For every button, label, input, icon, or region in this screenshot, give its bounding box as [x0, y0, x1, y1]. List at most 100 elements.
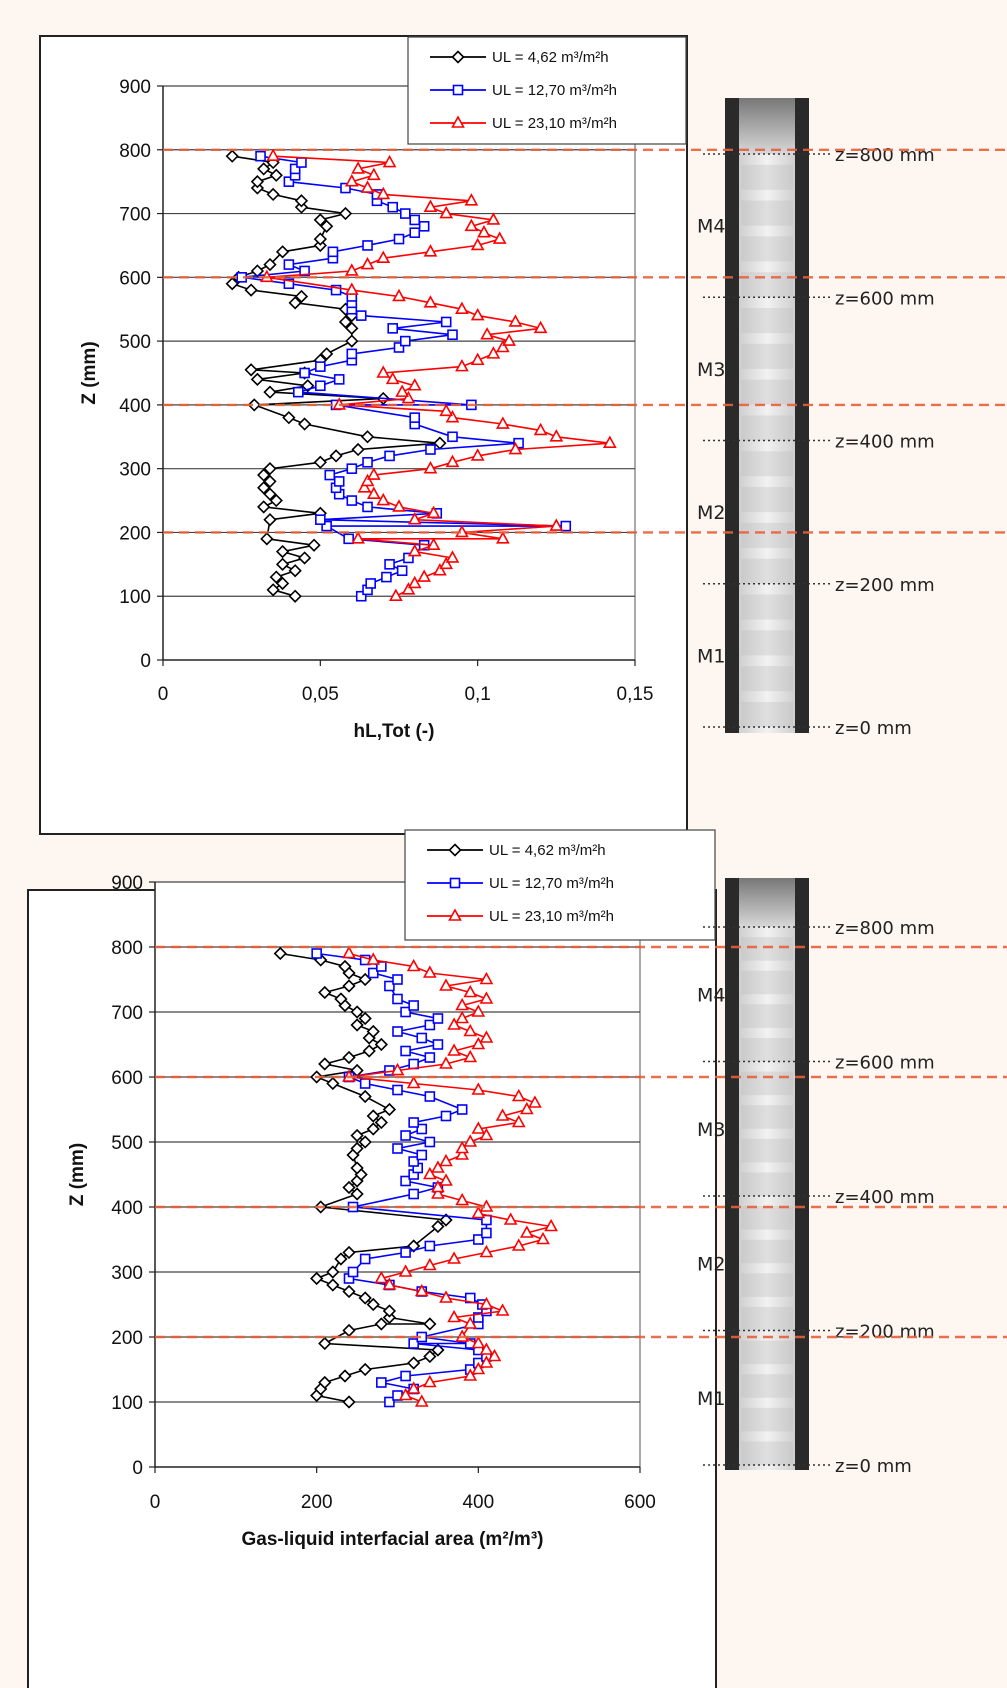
legend-entry: UL = 23,10 m³/m²h	[492, 115, 617, 132]
module-label: M1	[697, 645, 725, 667]
data-point	[250, 175, 265, 189]
data-point	[382, 1277, 397, 1290]
y-tick-label: 200	[119, 523, 151, 544]
data-point	[333, 476, 345, 487]
series-2	[236, 150, 572, 602]
data-point	[367, 967, 379, 979]
data-point	[451, 50, 465, 64]
data-point	[481, 1227, 492, 1239]
data-point	[384, 559, 395, 570]
data-point	[288, 589, 302, 603]
data-point	[445, 550, 460, 563]
data-point	[408, 1000, 419, 1011]
data-point	[350, 1005, 364, 1019]
data-point	[455, 1192, 470, 1206]
data-point	[423, 1317, 437, 1331]
data-point	[399, 335, 411, 347]
data-point	[401, 390, 416, 404]
data-point	[396, 565, 408, 577]
data-point	[426, 537, 441, 551]
data-point	[263, 487, 277, 501]
data-point	[346, 463, 358, 474]
column-top	[739, 98, 795, 154]
chart-1-hl-tot: 0 100 200 300 400 500 600 700 800 900 0 0,05 0,1 0,15…	[79, 36, 687, 742]
data-point	[344, 174, 359, 187]
data-point	[423, 461, 438, 474]
data-point	[401, 582, 416, 595]
packing-band	[741, 164, 793, 190]
module-label: M4	[697, 984, 725, 1006]
data-point	[439, 1290, 453, 1303]
data-point	[479, 1030, 494, 1043]
data-point	[392, 1143, 403, 1154]
data-point	[433, 563, 447, 576]
data-point	[299, 265, 310, 277]
data-point	[293, 386, 304, 398]
data-point	[417, 569, 432, 582]
packing-band	[741, 666, 793, 692]
data-point	[313, 455, 327, 469]
data-point	[347, 1266, 359, 1278]
data-point	[447, 431, 458, 443]
data-point	[381, 571, 392, 583]
data-point	[471, 1082, 486, 1095]
data-point	[318, 1375, 332, 1390]
data-point	[432, 1013, 444, 1024]
y-tick-label: 900	[111, 873, 143, 894]
data-point	[425, 444, 436, 455]
data-point	[439, 1056, 453, 1069]
data-point	[473, 1234, 484, 1245]
data-point	[343, 533, 354, 545]
data-point	[366, 952, 381, 965]
data-point	[440, 316, 452, 328]
packing-band	[741, 594, 793, 620]
packing-band	[741, 236, 793, 262]
data-point	[503, 1212, 518, 1225]
data-point	[376, 186, 391, 200]
data-point	[448, 908, 462, 921]
data-point	[330, 284, 342, 296]
y-tick-label: 400	[119, 396, 151, 417]
legend-entry: UL = 12,70 m³/m²h	[489, 875, 614, 892]
data-point	[358, 1089, 372, 1104]
data-point	[374, 1115, 388, 1130]
data-point	[451, 115, 465, 128]
data-point	[431, 1219, 445, 1234]
packing-band	[741, 1071, 793, 1096]
data-point	[358, 1135, 372, 1149]
x-tick-label: 200	[301, 1492, 333, 1513]
data-point	[471, 1121, 486, 1134]
data-point	[360, 473, 375, 487]
data-point	[448, 843, 462, 857]
data-point	[319, 347, 334, 361]
y-tick-label: 300	[111, 1263, 143, 1284]
module-label: M4	[697, 216, 725, 238]
data-point	[519, 1225, 534, 1238]
data-point	[310, 1271, 324, 1286]
data-point	[327, 246, 339, 258]
data-point	[424, 1091, 436, 1102]
packing-band	[741, 1340, 793, 1365]
y-tick-label: 100	[111, 1393, 143, 1414]
data-point	[463, 1368, 478, 1381]
data-point	[407, 1356, 421, 1370]
data-point	[495, 1303, 510, 1316]
data-point	[283, 259, 295, 270]
data-point	[407, 378, 422, 391]
data-point	[283, 176, 295, 187]
data-point	[479, 1127, 494, 1141]
data-point	[315, 380, 326, 392]
data-point	[392, 974, 403, 985]
data-point	[257, 500, 271, 514]
packing-band	[741, 1441, 793, 1465]
data-point	[342, 979, 356, 993]
data-point	[313, 213, 327, 227]
data-point	[266, 148, 280, 161]
data-point	[338, 959, 352, 974]
data-point	[479, 971, 494, 985]
data-point	[376, 1377, 387, 1388]
data-point	[508, 314, 523, 327]
data-point	[471, 1205, 486, 1219]
y-tick-label: 200	[111, 1328, 143, 1349]
data-point	[326, 1265, 340, 1279]
